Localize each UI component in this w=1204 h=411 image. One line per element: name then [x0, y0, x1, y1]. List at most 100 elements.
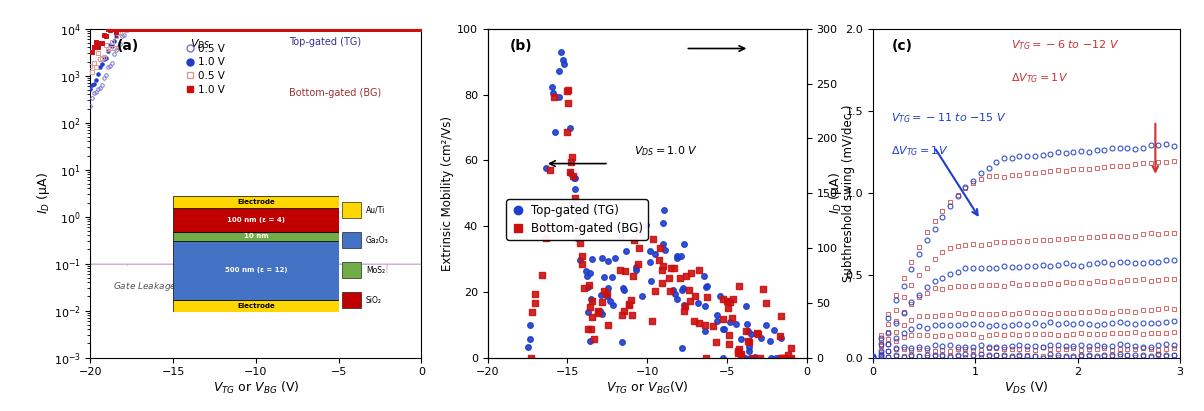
- Point: [632, 293, 651, 299]
- Point: [730, 346, 749, 353]
- Point: [767, 354, 786, 361]
- Text: $\Delta V_{TG} = 1V$: $\Delta V_{TG} = 1V$: [1011, 72, 1068, 85]
- Point: [745, 353, 765, 360]
- Point: [577, 268, 596, 274]
- Text: Bottom-gated (BG): Bottom-gated (BG): [289, 88, 382, 98]
- Point: [592, 299, 612, 305]
- Point: [554, 57, 573, 63]
- Bar: [173, 232, 338, 241]
- Point: [602, 274, 621, 280]
- Point: [775, 354, 795, 361]
- Point: [742, 331, 761, 337]
- Point: [627, 264, 647, 270]
- Point: [595, 287, 614, 294]
- Bar: [173, 208, 338, 232]
- Point: [684, 317, 703, 324]
- Point: [713, 326, 732, 332]
- Point: [720, 319, 739, 326]
- Point: [567, 203, 586, 210]
- Point: [518, 344, 537, 351]
- Point: [549, 94, 568, 100]
- Point: [773, 354, 792, 361]
- Text: Top-gated (TG): Top-gated (TG): [289, 37, 361, 47]
- Point: [710, 293, 730, 300]
- Point: [761, 338, 780, 345]
- Point: [521, 354, 541, 361]
- X-axis label: $V_{DS}$ (V): $V_{DS}$ (V): [1004, 380, 1049, 396]
- Point: [622, 312, 642, 319]
- Bar: [342, 232, 361, 248]
- Point: [732, 351, 751, 357]
- Text: $V_{DS}$: $V_{DS}$: [190, 37, 209, 51]
- Point: [733, 354, 752, 361]
- Text: $V_{TG} = -11$ to $-15$ V: $V_{TG} = -11$ to $-15$ V: [891, 111, 1007, 125]
- Point: [562, 153, 582, 160]
- Point: [597, 293, 616, 300]
- Point: [568, 221, 588, 228]
- Point: [654, 220, 673, 226]
- Point: [598, 258, 618, 264]
- Point: [707, 318, 726, 324]
- Point: [714, 354, 733, 361]
- Point: [740, 354, 760, 361]
- Point: [610, 267, 630, 273]
- Point: [713, 316, 732, 323]
- Point: [580, 338, 600, 344]
- Point: [612, 338, 631, 345]
- Point: [751, 335, 771, 342]
- Point: [565, 186, 584, 193]
- Point: [772, 313, 791, 320]
- Text: 100 nm (ε = 4): 100 nm (ε = 4): [226, 217, 285, 223]
- Point: [719, 305, 738, 312]
- Point: [739, 347, 759, 354]
- Point: [697, 294, 716, 300]
- Point: [675, 272, 695, 279]
- Bar: [173, 196, 338, 208]
- Point: [746, 330, 766, 336]
- Point: [771, 334, 790, 341]
- Point: [589, 309, 608, 316]
- Y-axis label: $I_D$ (μA): $I_D$ (μA): [827, 172, 844, 214]
- Point: [742, 354, 761, 361]
- Text: Gate Leakages ($I_{TG}$ or $I_{BG}$): Gate Leakages ($I_{TG}$ or $I_{BG}$): [113, 279, 230, 293]
- Point: [557, 87, 577, 94]
- X-axis label: $V_{TG}$ or $V_{BG}$ (V): $V_{TG}$ or $V_{BG}$ (V): [213, 380, 299, 396]
- Point: [615, 268, 635, 275]
- Point: [775, 354, 795, 361]
- Point: [726, 321, 745, 328]
- Point: [650, 245, 669, 251]
- Point: [689, 300, 708, 306]
- Point: [689, 267, 708, 273]
- Point: [654, 240, 673, 247]
- X-axis label: $V_{TG}$ or $V_{BG}$(V): $V_{TG}$ or $V_{BG}$(V): [606, 380, 689, 396]
- Bar: [342, 202, 361, 218]
- Text: $V_{DS} = 1.0$ V: $V_{DS} = 1.0$ V: [635, 144, 698, 157]
- Bar: [173, 241, 338, 300]
- Point: [590, 308, 609, 314]
- Point: [549, 68, 568, 74]
- Point: [672, 252, 691, 259]
- Point: [728, 347, 748, 354]
- Point: [625, 237, 644, 243]
- Text: Electrode: Electrode: [237, 302, 275, 309]
- Point: [614, 308, 633, 314]
- Point: [661, 288, 680, 294]
- Point: [719, 341, 738, 348]
- Point: [624, 273, 643, 280]
- Point: [749, 330, 768, 337]
- Point: [731, 336, 750, 342]
- Point: [653, 267, 672, 273]
- Point: [591, 291, 610, 298]
- Bar: [342, 292, 361, 308]
- Legend: Top-gated (TG), Bottom-gated (BG): Top-gated (TG), Bottom-gated (BG): [507, 199, 648, 240]
- Point: [532, 223, 551, 229]
- Point: [559, 99, 578, 106]
- Point: [641, 259, 660, 265]
- Point: [720, 299, 739, 305]
- Point: [582, 296, 601, 302]
- Point: [732, 353, 751, 360]
- Y-axis label: Subthreshold swing (mV/dec.): Subthreshold swing (mV/dec.): [842, 104, 855, 282]
- Point: [616, 247, 636, 254]
- Point: [737, 321, 756, 328]
- Point: [582, 256, 601, 262]
